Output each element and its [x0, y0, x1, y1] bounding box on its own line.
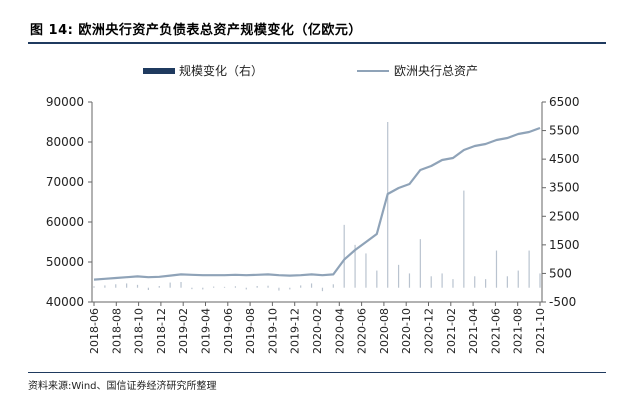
bar: [169, 282, 171, 288]
x-axis-tick-label: 2018-10: [133, 308, 146, 354]
bar: [419, 239, 421, 288]
bar: [463, 190, 465, 288]
x-axis-tick-label: 2019-08: [244, 308, 257, 354]
right-axis-tick-label: -500: [549, 295, 576, 309]
bar: [289, 287, 291, 290]
legend-label-bar: 规模变化（右）: [179, 64, 264, 78]
bar: [202, 287, 204, 290]
legend-label-line: 欧洲央行总资产: [394, 64, 479, 78]
x-axis-tick-label: 2020-10: [400, 308, 413, 354]
x-axis-tick-label: 2020-08: [378, 308, 391, 354]
bar: [115, 284, 117, 288]
x-axis-tick-label: 2019-10: [266, 308, 279, 354]
bottom-rule: [28, 372, 606, 373]
bar: [267, 285, 269, 288]
title-bar: 图 14: 欧洲央行资产负债表总资产规模变化（亿欧元）: [28, 18, 606, 44]
right-axis-tick-label: 4500: [549, 152, 580, 166]
right-axis-tick-label: 3500: [549, 181, 580, 195]
legend-swatch-line: [357, 70, 389, 72]
bar: [136, 284, 139, 288]
left-axis-tick-label: 90000: [46, 95, 84, 109]
bar: [256, 286, 258, 288]
bar: [517, 270, 519, 288]
x-axis-tick-label: 2021-06: [489, 308, 502, 354]
legend-swatch-bar: [143, 68, 175, 74]
bar: [278, 287, 280, 291]
bar: [474, 276, 476, 288]
bar: [452, 279, 454, 288]
bar: [321, 287, 324, 292]
bar: [300, 285, 302, 288]
chart-title: 图 14: 欧洲央行资产负债表总资产规模变化（亿欧元）: [30, 23, 362, 38]
bar: [310, 283, 313, 288]
bar: [180, 282, 182, 288]
x-axis-tick-label: 2021-08: [512, 308, 525, 354]
bar: [245, 287, 247, 290]
bar: [376, 270, 378, 288]
x-axis-tick-label: 2019-06: [222, 308, 235, 354]
bar: [147, 287, 149, 290]
left-axis-tick-label: 60000: [46, 215, 84, 229]
right-axis-tick-label: 6500: [549, 95, 580, 109]
left-axis-tick-label: 80000: [46, 135, 84, 149]
source-note: 资料来源:Wind、国信证券经济研究所整理: [28, 381, 217, 392]
x-axis-tick-label: 2018-08: [110, 308, 123, 354]
bar: [387, 122, 389, 288]
bar: [495, 250, 498, 288]
x-axis-tick-label: 2020-12: [423, 308, 436, 354]
x-axis-tick-label: 2018-06: [88, 308, 101, 354]
bar: [430, 276, 432, 288]
bar: [213, 286, 215, 288]
bar: [223, 286, 226, 288]
bar: [485, 279, 487, 288]
series-line: [93, 126, 541, 281]
x-axis-tick-label: 2021-04: [467, 308, 480, 354]
bar: [408, 273, 411, 288]
bar: [191, 287, 193, 290]
right-axis-tick-label: 2500: [549, 209, 580, 223]
bar: [158, 286, 160, 288]
x-axis-tick-label: 2018-12: [155, 308, 168, 354]
bar: [104, 285, 106, 288]
bar: [397, 264, 400, 288]
x-axis-tick-label: 2020-04: [333, 308, 346, 354]
bar: [234, 286, 237, 288]
right-axis-tick-label: 5500: [549, 124, 580, 138]
right-axis-tick-label: 1500: [549, 238, 580, 252]
x-axis-tick-label: 2021-10: [534, 308, 547, 354]
bar: [126, 283, 128, 288]
right-axis-tick-label: 500: [549, 266, 572, 280]
x-axis-tick-label: 2019-04: [200, 308, 213, 354]
bar: [332, 284, 334, 288]
x-axis-tick-label: 2019-02: [177, 308, 190, 354]
bar: [343, 224, 345, 288]
bar: [354, 244, 356, 288]
bar: [441, 273, 443, 288]
left-axis-tick-label: 50000: [46, 255, 84, 269]
left-axis-tick-label: 40000: [46, 295, 84, 309]
x-axis-tick-label: 2021-02: [445, 308, 458, 354]
x-axis-tick-label: 2020-02: [311, 308, 324, 354]
bar: [93, 286, 95, 288]
x-axis-tick-label: 2019-12: [289, 308, 302, 354]
bar: [528, 250, 530, 288]
bar: [506, 276, 508, 288]
bar: [365, 253, 367, 288]
x-axis-tick-label: 2020-06: [356, 308, 369, 354]
bar: [539, 273, 541, 288]
left-axis-tick-label: 70000: [46, 175, 84, 189]
